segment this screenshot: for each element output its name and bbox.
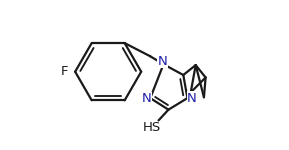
Text: N: N	[187, 92, 197, 105]
Text: HS: HS	[143, 120, 161, 134]
Text: N: N	[158, 55, 168, 68]
Text: F: F	[61, 65, 68, 78]
Text: N: N	[142, 92, 151, 105]
